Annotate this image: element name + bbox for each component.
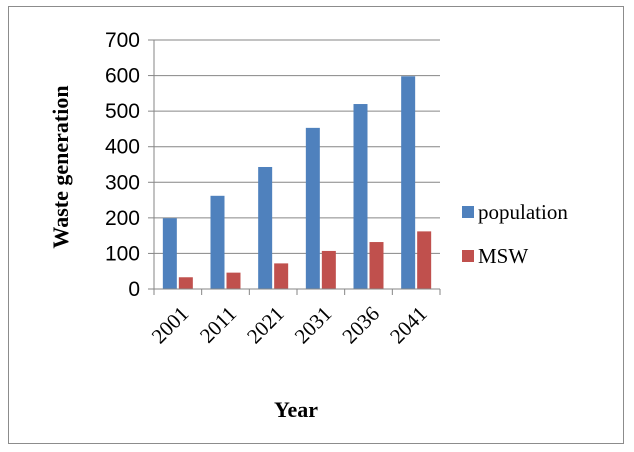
- legend-swatch-population: [462, 206, 474, 218]
- y-tick-label: 100: [105, 242, 140, 265]
- y-tick-label: 500: [105, 100, 140, 123]
- bar-population-2021: [258, 166, 273, 289]
- legend-swatch-msw: [462, 250, 474, 262]
- y-tick-label: 200: [105, 207, 140, 230]
- bar-msw-2031: [321, 250, 336, 289]
- y-tick-label: 700: [105, 29, 140, 52]
- bar-population-2011: [210, 195, 225, 289]
- x-axis-title: Year: [274, 397, 318, 422]
- legend: population MSW: [462, 200, 568, 268]
- y-tick-label: 300: [105, 171, 140, 194]
- x-tick-label: 2041: [385, 302, 432, 349]
- bar-population-2031: [305, 127, 320, 290]
- y-tick-label: 400: [105, 136, 140, 159]
- bars: [162, 76, 432, 290]
- y-tick-label: 600: [105, 65, 140, 88]
- x-tick-label: 2011: [195, 302, 241, 348]
- gridlines: [154, 39, 440, 254]
- bar-msw-2036: [369, 242, 384, 289]
- x-tick-label: 2031: [290, 302, 337, 349]
- legend-label-msw: MSW: [478, 244, 528, 268]
- bar-population-2001: [162, 218, 177, 289]
- x-tick-labels: 2001 2011 2021 2031 2036 2041: [147, 302, 432, 349]
- bar-msw-2041: [417, 231, 432, 289]
- x-tick-label: 2036: [337, 302, 384, 349]
- bar-msw-2001: [178, 277, 193, 289]
- bar-msw-2021: [274, 263, 289, 289]
- x-tick-label: 2021: [242, 302, 289, 349]
- y-tick-labels: 0 100 200 300 400 500 600 700: [105, 29, 140, 301]
- y-axis-title: Waste generation: [48, 85, 73, 248]
- x-tick-label: 2001: [147, 302, 194, 349]
- legend-label-population: population: [478, 200, 568, 224]
- bar-population-2041: [401, 76, 416, 289]
- y-tick-label: 0: [128, 278, 140, 301]
- bar-msw-2011: [226, 272, 241, 289]
- axes: [148, 39, 441, 295]
- bar-population-2036: [353, 104, 368, 290]
